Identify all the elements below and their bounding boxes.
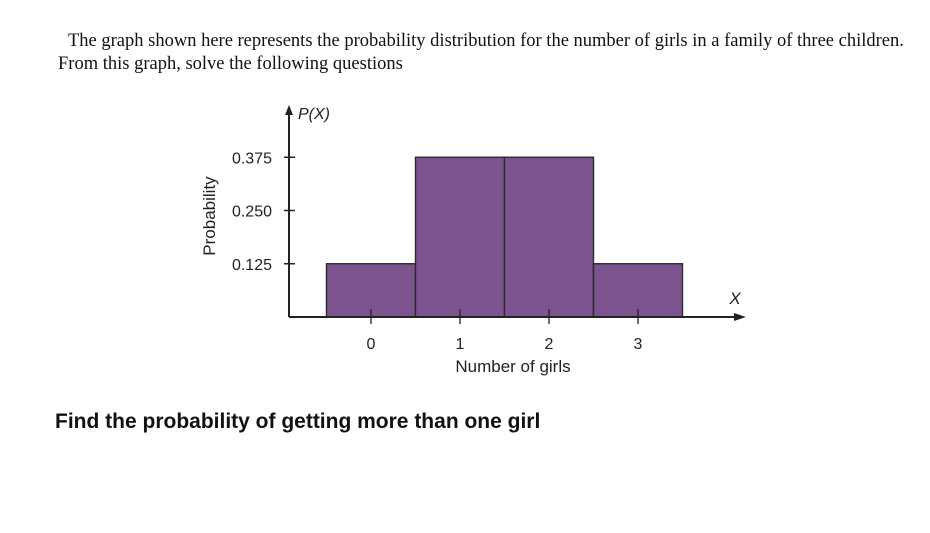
x-ticks-group: 0 1 2 3: [367, 309, 643, 353]
y-tick-label: 0.250: [232, 204, 272, 221]
question-text: Find the probability of getting more tha…: [55, 410, 541, 433]
bar-1: [414, 156, 506, 318]
y-tick-label: 0.375: [232, 150, 272, 167]
bar-3: [592, 263, 684, 318]
y-axis-arrow-icon: [285, 105, 293, 115]
bar-0: [325, 263, 417, 318]
problem-intro-text: The graph shown here represents the prob…: [58, 31, 904, 74]
y-tick-label: 0.125: [232, 257, 272, 274]
axes-group: [285, 105, 746, 321]
y-ticks-group: 0.125 0.250 0.375: [232, 150, 295, 274]
x-tick-label: 2: [545, 336, 554, 353]
x-tick-label: 3: [634, 336, 643, 353]
bars-group: [325, 156, 684, 318]
x-axis-arrow-icon: [734, 313, 746, 321]
x-axis-label: Number of girls: [455, 357, 570, 376]
bar-2: [503, 156, 595, 318]
y-axis-title: P(X): [298, 106, 330, 123]
x-tick-label: 1: [456, 336, 465, 353]
x-tick-label: 0: [367, 336, 376, 353]
y-axis-label: Probability: [200, 176, 219, 256]
x-axis-title: X: [728, 289, 741, 308]
